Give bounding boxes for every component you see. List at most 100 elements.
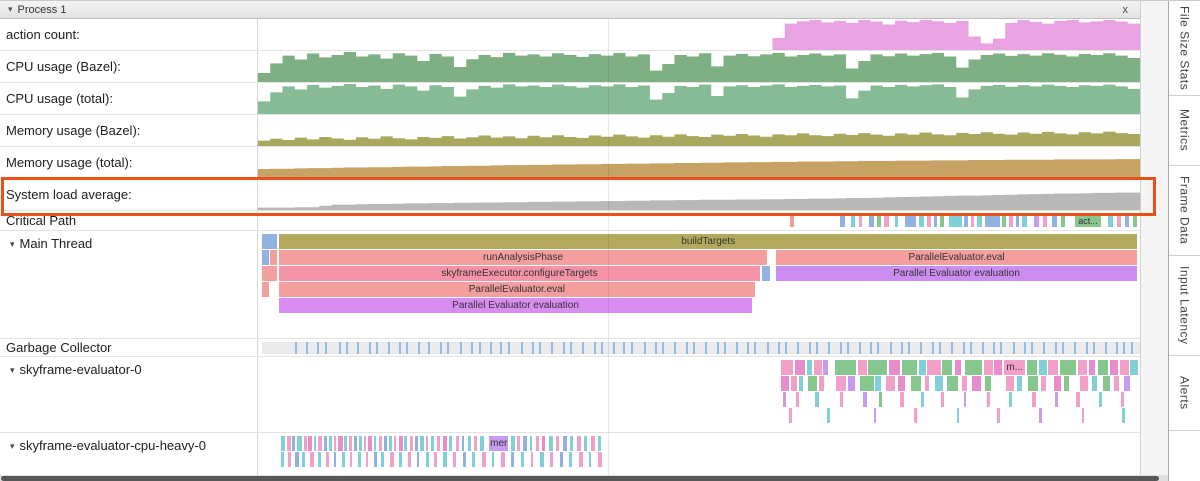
trace-slice[interactable] — [348, 436, 353, 451]
gc-slice[interactable] — [674, 342, 677, 354]
trace-slice[interactable] — [1001, 215, 1006, 227]
trace-slice[interactable] — [480, 436, 484, 451]
trace-slice[interactable] — [984, 215, 1000, 227]
gc-slice[interactable] — [1074, 342, 1077, 354]
gc-slice[interactable] — [839, 342, 842, 354]
trace-slice[interactable] — [333, 436, 337, 451]
trace-slice[interactable] — [1078, 360, 1088, 375]
gc-slice[interactable] — [1043, 342, 1046, 354]
trace-slice[interactable] — [921, 392, 924, 407]
gc-slice[interactable] — [870, 342, 873, 354]
gc-slice[interactable] — [532, 342, 535, 354]
horizontal-scrollbar-thumb[interactable] — [1, 476, 1159, 481]
trace-slice[interactable] — [511, 436, 515, 451]
trace-slice[interactable] — [790, 376, 797, 391]
gc-slice[interactable] — [705, 342, 708, 354]
trace-slice[interactable] — [511, 452, 514, 467]
gc-slice[interactable] — [735, 342, 738, 354]
tab-alerts[interactable]: Alerts — [1169, 356, 1200, 431]
trace-slice[interactable] — [378, 436, 383, 451]
trace-slice[interactable] — [905, 215, 916, 227]
gc-slice[interactable] — [1131, 342, 1134, 354]
trace-slice[interactable] — [1016, 376, 1022, 391]
trace-slice[interactable] — [848, 376, 856, 391]
gc-slice[interactable] — [631, 342, 634, 354]
trace-slice[interactable] — [1064, 376, 1070, 391]
trace-slice[interactable] — [328, 436, 333, 451]
counter-chart-memory-bazel[interactable] — [258, 115, 1140, 146]
trace-slice[interactable] — [425, 436, 429, 451]
gc-slice[interactable] — [901, 342, 904, 354]
gc-slice[interactable] — [399, 342, 402, 354]
gc-slice[interactable] — [1012, 342, 1015, 354]
gc-slice[interactable] — [612, 342, 615, 354]
trace-slice[interactable] — [443, 436, 447, 451]
trace-slice[interactable] — [1119, 360, 1130, 375]
trace-slice[interactable] — [1038, 360, 1047, 375]
trace-slice[interactable] — [840, 215, 845, 227]
trace-slice[interactable] — [850, 215, 856, 227]
trace-slice[interactable] — [1108, 215, 1113, 227]
trace-slice[interactable] — [1034, 215, 1039, 227]
trace-slice[interactable] — [443, 452, 447, 467]
trace-slice[interactable] — [808, 376, 818, 391]
gc-slice[interactable] — [478, 342, 481, 354]
gc-slice[interactable] — [815, 342, 818, 354]
trace-slice[interactable] — [885, 376, 895, 391]
trace-slice[interactable] — [873, 408, 877, 423]
trace-slice[interactable] — [1117, 215, 1122, 227]
trace-slice[interactable] — [877, 215, 881, 227]
trace-slice[interactable] — [1032, 392, 1036, 407]
trace-slice[interactable] — [1041, 376, 1046, 391]
trace-slice[interactable] — [520, 452, 525, 467]
trace-slice[interactable] — [997, 408, 1000, 423]
trace-slice[interactable] — [373, 436, 377, 451]
trace-slice[interactable] — [761, 266, 770, 281]
close-button[interactable]: x — [1122, 3, 1129, 16]
gc-slice[interactable] — [766, 342, 769, 354]
gc-slice[interactable] — [539, 342, 542, 354]
trace-slice-labeled[interactable]: act... — [1074, 215, 1102, 227]
trace-slice[interactable] — [302, 452, 305, 467]
trace-slice[interactable] — [404, 436, 408, 451]
gc-slice[interactable] — [858, 342, 861, 354]
trace-slice[interactable] — [806, 360, 812, 375]
trace-slice[interactable] — [462, 452, 467, 467]
gc-slice[interactable] — [1054, 342, 1057, 354]
trace-slice[interactable] — [972, 376, 982, 391]
gc-slice[interactable] — [685, 342, 688, 354]
trace-slice[interactable] — [782, 392, 787, 407]
trace-slice[interactable] — [1080, 376, 1088, 391]
trace-slice[interactable] — [308, 436, 312, 451]
trace-slice[interactable] — [1092, 376, 1097, 391]
gc-slice[interactable] — [417, 342, 420, 354]
trace-slice[interactable] — [529, 436, 533, 451]
trace-slice[interactable] — [381, 452, 385, 467]
gc-slice[interactable] — [551, 342, 554, 354]
tab-file-size-stats[interactable]: File Size Stats — [1169, 1, 1200, 96]
gc-slice[interactable] — [623, 342, 626, 354]
gc-slice[interactable] — [877, 342, 880, 354]
trace-slice[interactable] — [280, 436, 286, 451]
trace-slice[interactable] — [781, 376, 789, 391]
gc-slice[interactable] — [508, 342, 511, 354]
trace-slice[interactable] — [888, 360, 901, 375]
trace-slice[interactable] — [1099, 392, 1103, 407]
trace-slice[interactable] — [869, 215, 874, 227]
trace-slice[interactable] — [942, 360, 953, 375]
gc-slice[interactable] — [593, 342, 596, 354]
trace-slice[interactable] — [295, 452, 299, 467]
tab-input-latency[interactable]: Input Latency — [1169, 256, 1200, 356]
trace-slice[interactable] — [795, 360, 805, 375]
gc-slice[interactable] — [357, 342, 360, 354]
trace-slice[interactable] — [1027, 376, 1038, 391]
trace-slice[interactable] — [1051, 215, 1058, 227]
trace-slice[interactable] — [416, 452, 420, 467]
gc-slice[interactable] — [908, 342, 911, 354]
trace-slice[interactable] — [1122, 408, 1125, 423]
trace-slice[interactable] — [954, 360, 961, 375]
trace-slice[interactable] — [399, 452, 402, 467]
gc-slice[interactable] — [1061, 342, 1064, 354]
trace-slice[interactable] — [310, 452, 314, 467]
trace-slice[interactable] — [523, 436, 527, 451]
